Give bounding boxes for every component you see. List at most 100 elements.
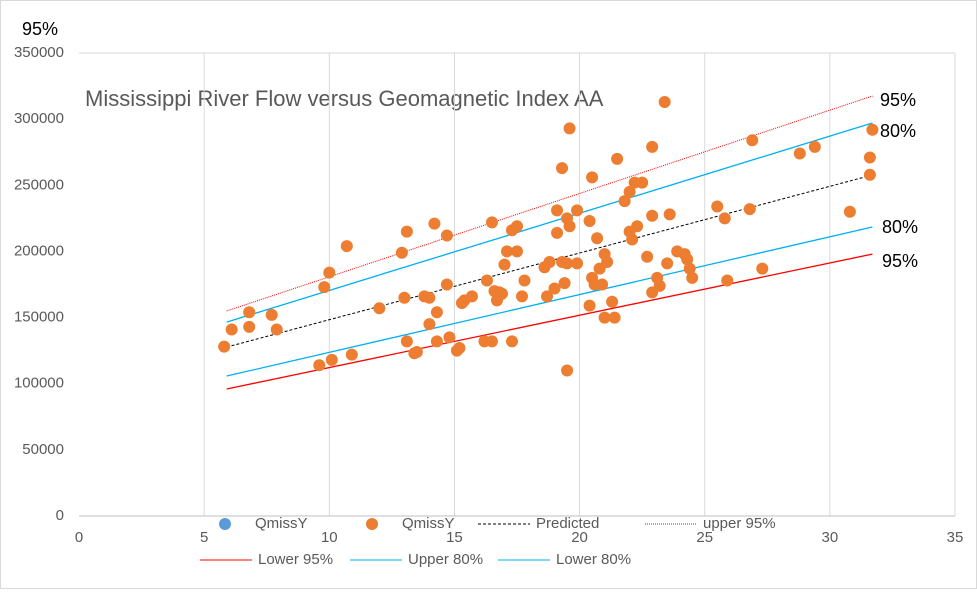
scatter-point (681, 253, 694, 266)
fit-line (226, 122, 873, 323)
scatter-point (558, 277, 571, 290)
x-tick-label: 25 (696, 529, 713, 546)
scatter-point (661, 257, 674, 270)
scatter-point (225, 323, 238, 336)
legend-label: QmissY (402, 515, 455, 532)
scatter-point (485, 335, 498, 348)
scatter-point (623, 185, 636, 198)
legend-label: QmissY (255, 515, 308, 532)
scatter-point (571, 257, 584, 270)
scatter-point (586, 171, 599, 184)
scatter-point (428, 217, 441, 230)
scatter-point (423, 291, 436, 304)
scatter-point (561, 364, 574, 377)
scatter-point (443, 331, 456, 344)
legend-label: Lower 95% (258, 551, 333, 568)
scatter-point (658, 95, 671, 108)
scatter-point (511, 245, 523, 258)
legend-label: Upper 80% (408, 551, 483, 568)
scatter-point (686, 271, 699, 284)
scatter-point (563, 122, 576, 135)
scatter-point (465, 290, 478, 303)
scatter-point (556, 162, 569, 175)
fit-line (226, 95, 873, 312)
scatter-point (793, 147, 806, 160)
scatter-point (608, 311, 621, 324)
scatter-point (601, 256, 614, 269)
scatter-point (611, 152, 624, 165)
scatter-point (516, 290, 529, 303)
scatter-point (218, 340, 231, 353)
scatter-point (325, 353, 338, 366)
scatter-point (480, 274, 493, 287)
scatter-point (646, 209, 659, 222)
scatter-point (440, 278, 453, 291)
annotation: 80% (882, 217, 918, 237)
x-tick-label: 0 (75, 529, 83, 546)
scatter-point (598, 311, 611, 324)
annotation: 95% (880, 90, 916, 110)
scatter-point (683, 262, 696, 275)
scatter-point (543, 256, 556, 269)
scatter-point (653, 279, 666, 292)
scatter-point (843, 205, 856, 218)
scatter-point (596, 278, 609, 291)
y-tick-label: 250000 (14, 176, 64, 193)
fit-line (226, 174, 873, 348)
scatter-point (866, 123, 879, 136)
scatter-point (746, 134, 759, 147)
scatter-point (591, 232, 604, 245)
scatter-point (440, 229, 453, 242)
x-tick-label: 10 (321, 529, 338, 546)
scatter-point (626, 233, 639, 246)
scatter-point (400, 335, 413, 348)
scatter-point (498, 258, 511, 271)
y-tick-label: 300000 (14, 110, 64, 127)
scatter-point (243, 306, 256, 319)
scatter-point (340, 240, 353, 253)
scatter-point (511, 220, 523, 233)
scatter-point (313, 359, 326, 372)
scatter-point (318, 281, 331, 294)
annotation: 95% (882, 251, 918, 271)
scatter-point (505, 335, 518, 348)
scatter-point (423, 318, 436, 331)
scatter-point (808, 140, 821, 153)
scatter-point (485, 216, 498, 229)
scatter-point (756, 262, 769, 275)
scatter-point (430, 306, 443, 319)
scatter-point (345, 348, 358, 361)
x-tick-label: 5 (200, 529, 208, 546)
scatter-point (561, 257, 574, 270)
legend-marker (366, 518, 378, 530)
scatter-point (395, 246, 408, 259)
scatter-point (430, 335, 443, 348)
scatter-point (410, 345, 423, 358)
annotation: 80% (880, 121, 916, 141)
y-tick-label: 0 (56, 507, 64, 524)
scatter-point (641, 250, 654, 263)
scatter-point (398, 291, 411, 304)
x-tick-label: 20 (571, 529, 588, 546)
scatter-point (631, 220, 644, 233)
y-tick-label: 350000 (14, 44, 64, 61)
legend-marker (219, 518, 231, 530)
scatter-point (373, 302, 386, 315)
y-tick-label: 150000 (14, 309, 64, 326)
scatter-point (718, 212, 731, 225)
x-tick-label: 15 (446, 529, 463, 546)
scatter-point (518, 274, 531, 287)
scatter-point (646, 140, 659, 153)
scatter-point (583, 215, 596, 228)
annotation: 95% (22, 19, 58, 39)
legend-label: Lower 80% (556, 551, 631, 568)
scatter-point (863, 151, 876, 164)
scatter-point (618, 195, 631, 208)
y-tick-label: 100000 (14, 375, 64, 392)
scatter-point (743, 203, 756, 216)
scatter-point (636, 176, 649, 189)
scatter-point (663, 208, 676, 221)
